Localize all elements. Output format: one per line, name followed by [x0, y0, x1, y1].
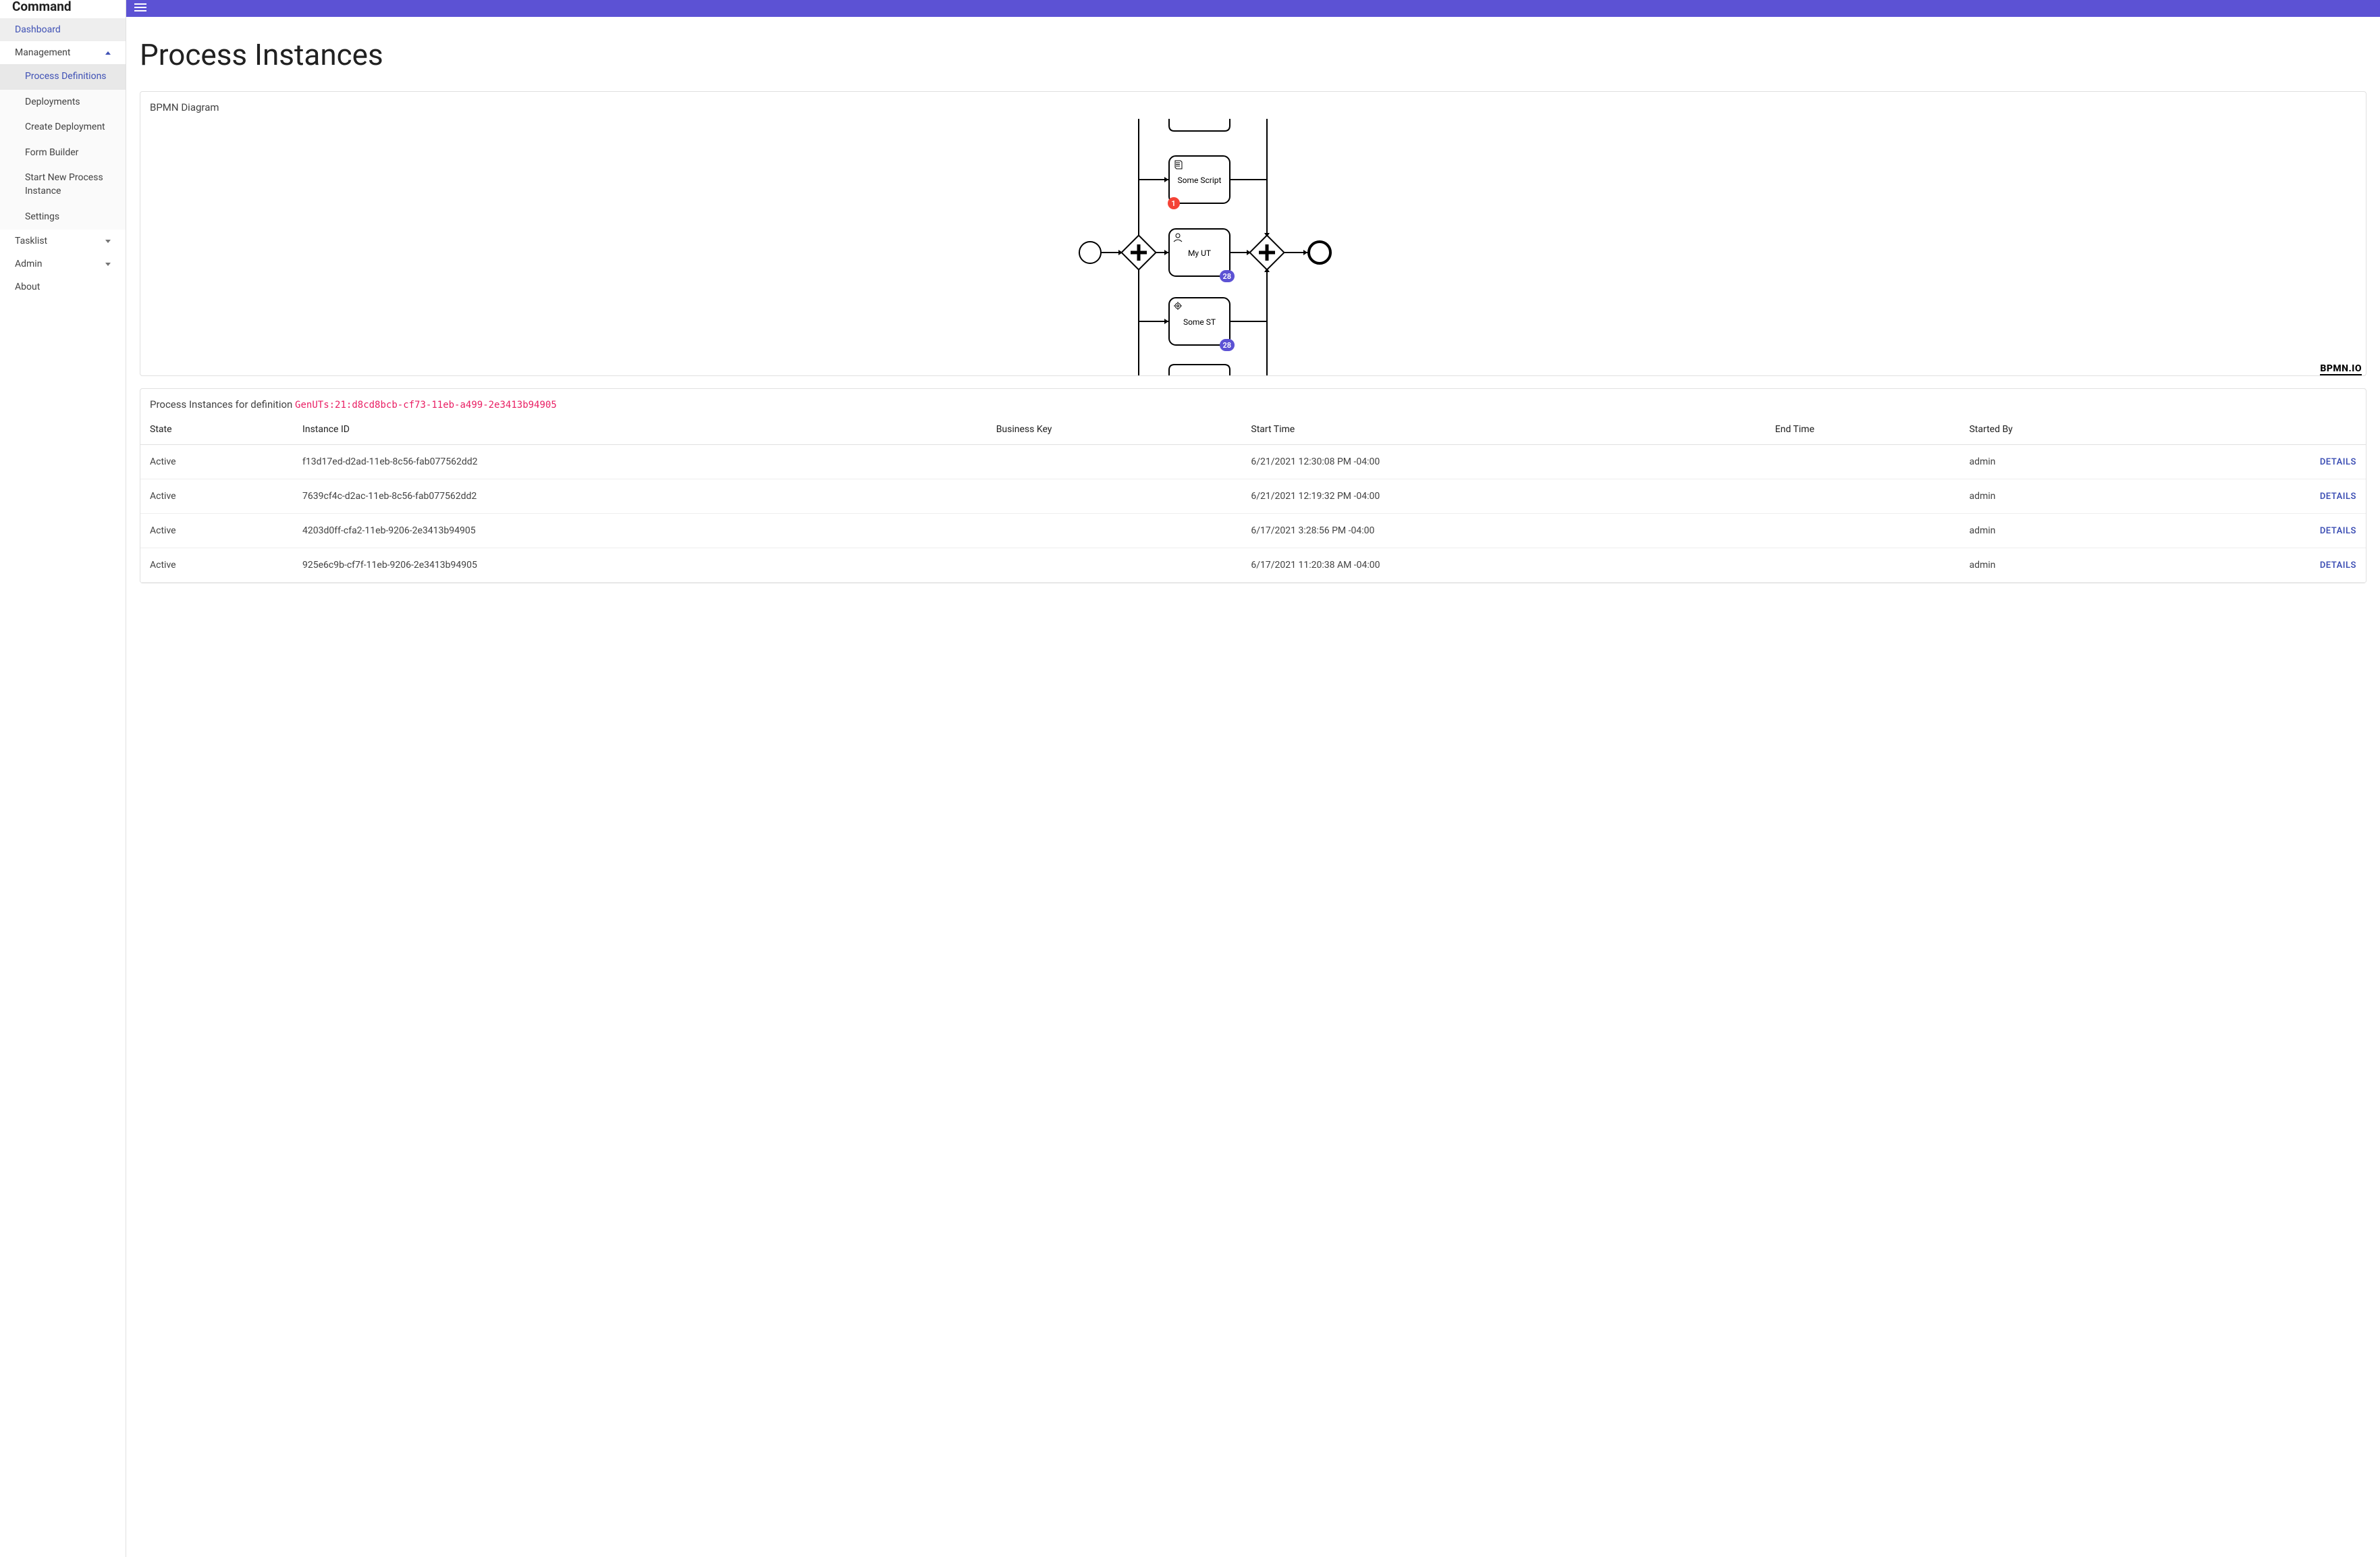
sidebar-item-label: Tasklist — [15, 236, 47, 246]
content: Process Instances BPMN Diagram — [126, 17, 2380, 609]
menu-toggle-button[interactable] — [134, 1, 146, 16]
bpmn-svg: Some Script My UT Some ST — [1064, 119, 1442, 375]
cell-started-by: admin — [1962, 548, 2171, 583]
sidebar: Command Dashboard Management Process Def… — [0, 0, 126, 1557]
nav-list: Dashboard Management Process Definitions… — [0, 18, 126, 298]
details-link[interactable]: DETAILS — [2172, 514, 2367, 548]
cell-start-time: 6/17/2021 3:28:56 PM -04:00 — [1244, 514, 1768, 548]
cell-business-key — [990, 479, 1245, 514]
sidebar-item-admin[interactable]: Admin — [0, 253, 126, 275]
instances-card: Process Instances for definition GenUTs:… — [140, 388, 2367, 583]
instances-header: Process Instances for definition GenUTs:… — [140, 389, 2366, 415]
sidebar-item-label: Create Deployment — [25, 122, 105, 132]
sidebar-item-start-new-process[interactable]: Start New Process Instance — [0, 165, 126, 204]
cell-start-time: 6/21/2021 12:30:08 PM -04:00 — [1244, 445, 1768, 479]
table-row: Active7639cf4c-d2ac-11eb-8c56-fab077562d… — [140, 479, 2366, 514]
parallel-gateway-join — [1249, 236, 1284, 270]
cell-end-time — [1768, 514, 1963, 548]
col-started-by: Started By — [1962, 415, 2171, 445]
table-row: Active4203d0ff-cfa2-11eb-9206-2e3413b949… — [140, 514, 2366, 548]
topbar — [126, 0, 2380, 17]
chevron-down-icon — [105, 240, 111, 243]
management-sublist: Process Definitions Deployments Create D… — [0, 64, 126, 230]
sidebar-item-form-builder[interactable]: Form Builder — [0, 140, 126, 166]
definition-id: GenUTs:21:d8cd8bcb-cf73-11eb-a499-2e3413… — [295, 400, 557, 411]
task-label: Some ST — [1183, 317, 1215, 327]
cell-state: Active — [140, 548, 296, 583]
sidebar-item-label: Management — [15, 47, 70, 58]
task-label: My UT — [1187, 248, 1210, 258]
task-label: Some Script — [1177, 176, 1221, 185]
cell-started-by: admin — [1962, 445, 2171, 479]
cell-instance-id: 4203d0ff-cfa2-11eb-9206-2e3413b94905 — [296, 514, 990, 548]
page-title: Process Instances — [140, 37, 2367, 72]
cell-end-time — [1768, 479, 1963, 514]
col-instance-id: Instance ID — [296, 415, 990, 445]
cell-business-key — [990, 548, 1245, 583]
table-header-row: State Instance ID Business Key Start Tim… — [140, 415, 2366, 445]
cell-instance-id: f13d17ed-d2ad-11eb-8c56-fab077562dd2 — [296, 445, 990, 479]
table-row: Active925e6c9b-cf7f-11eb-9206-2e3413b949… — [140, 548, 2366, 583]
cell-instance-id: 925e6c9b-cf7f-11eb-9206-2e3413b94905 — [296, 548, 990, 583]
details-link[interactable]: DETAILS — [2172, 479, 2367, 514]
sidebar-item-label: Form Builder — [25, 147, 78, 158]
brand: Command — [0, 0, 126, 18]
sidebar-item-label: About — [15, 282, 40, 292]
cell-started-by: admin — [1962, 479, 2171, 514]
cell-start-time: 6/21/2021 12:19:32 PM -04:00 — [1244, 479, 1768, 514]
start-event — [1079, 242, 1101, 263]
cell-state: Active — [140, 479, 296, 514]
cell-state: Active — [140, 514, 296, 548]
sidebar-item-settings[interactable]: Settings — [0, 205, 126, 230]
sidebar-item-label: Process Definitions — [25, 71, 107, 82]
sidebar-item-tasklist[interactable]: Tasklist — [0, 230, 126, 253]
sidebar-item-label: Start New Process Instance — [25, 172, 103, 196]
task-badge: 28 — [1220, 339, 1235, 351]
cell-end-time — [1768, 445, 1963, 479]
sidebar-item-label: Admin — [15, 259, 42, 269]
end-event — [1309, 242, 1330, 263]
bpmn-card-title: BPMN Diagram — [140, 92, 2366, 119]
task-badge: 1 — [1168, 197, 1180, 209]
col-business-key: Business Key — [990, 415, 1245, 445]
cell-start-time: 6/17/2021 11:20:38 AM -04:00 — [1244, 548, 1768, 583]
col-actions — [2172, 415, 2367, 445]
cell-instance-id: 7639cf4c-d2ac-11eb-8c56-fab077562dd2 — [296, 479, 990, 514]
cell-business-key — [990, 445, 1245, 479]
details-link[interactable]: DETAILS — [2172, 445, 2367, 479]
bpmn-diagram-card: BPMN Diagram — [140, 91, 2367, 376]
chevron-up-icon — [105, 51, 111, 55]
sidebar-item-label: Dashboard — [15, 24, 61, 35]
hamburger-icon — [134, 1, 146, 14]
table-row: Activef13d17ed-d2ad-11eb-8c56-fab077562d… — [140, 445, 2366, 479]
cell-state: Active — [140, 445, 296, 479]
parallel-gateway-split — [1121, 236, 1156, 270]
sidebar-item-process-definitions[interactable]: Process Definitions — [0, 64, 126, 90]
cell-business-key — [990, 514, 1245, 548]
details-link[interactable]: DETAILS — [2172, 548, 2367, 583]
sidebar-item-deployments[interactable]: Deployments — [0, 90, 126, 115]
col-start-time: Start Time — [1244, 415, 1768, 445]
col-end-time: End Time — [1768, 415, 1963, 445]
instances-header-prefix: Process Instances for definition — [150, 398, 295, 411]
task-badge: 28 — [1220, 270, 1235, 282]
sidebar-item-management[interactable]: Management — [0, 41, 126, 64]
sidebar-item-label: Settings — [25, 211, 59, 222]
col-state: State — [140, 415, 296, 445]
bpmn-logo: BPMN.IO — [2320, 363, 2362, 375]
bpmn-diagram[interactable]: Some Script My UT Some ST — [140, 119, 2366, 375]
sidebar-item-label: Deployments — [25, 97, 80, 107]
main: Process Instances BPMN Diagram — [126, 0, 2380, 1557]
chevron-down-icon — [105, 263, 111, 266]
cell-end-time — [1768, 548, 1963, 583]
sidebar-item-about[interactable]: About — [0, 275, 126, 298]
instances-table: State Instance ID Business Key Start Tim… — [140, 415, 2366, 583]
cell-started-by: admin — [1962, 514, 2171, 548]
sidebar-item-create-deployment[interactable]: Create Deployment — [0, 115, 126, 140]
sidebar-item-dashboard[interactable]: Dashboard — [0, 18, 126, 41]
